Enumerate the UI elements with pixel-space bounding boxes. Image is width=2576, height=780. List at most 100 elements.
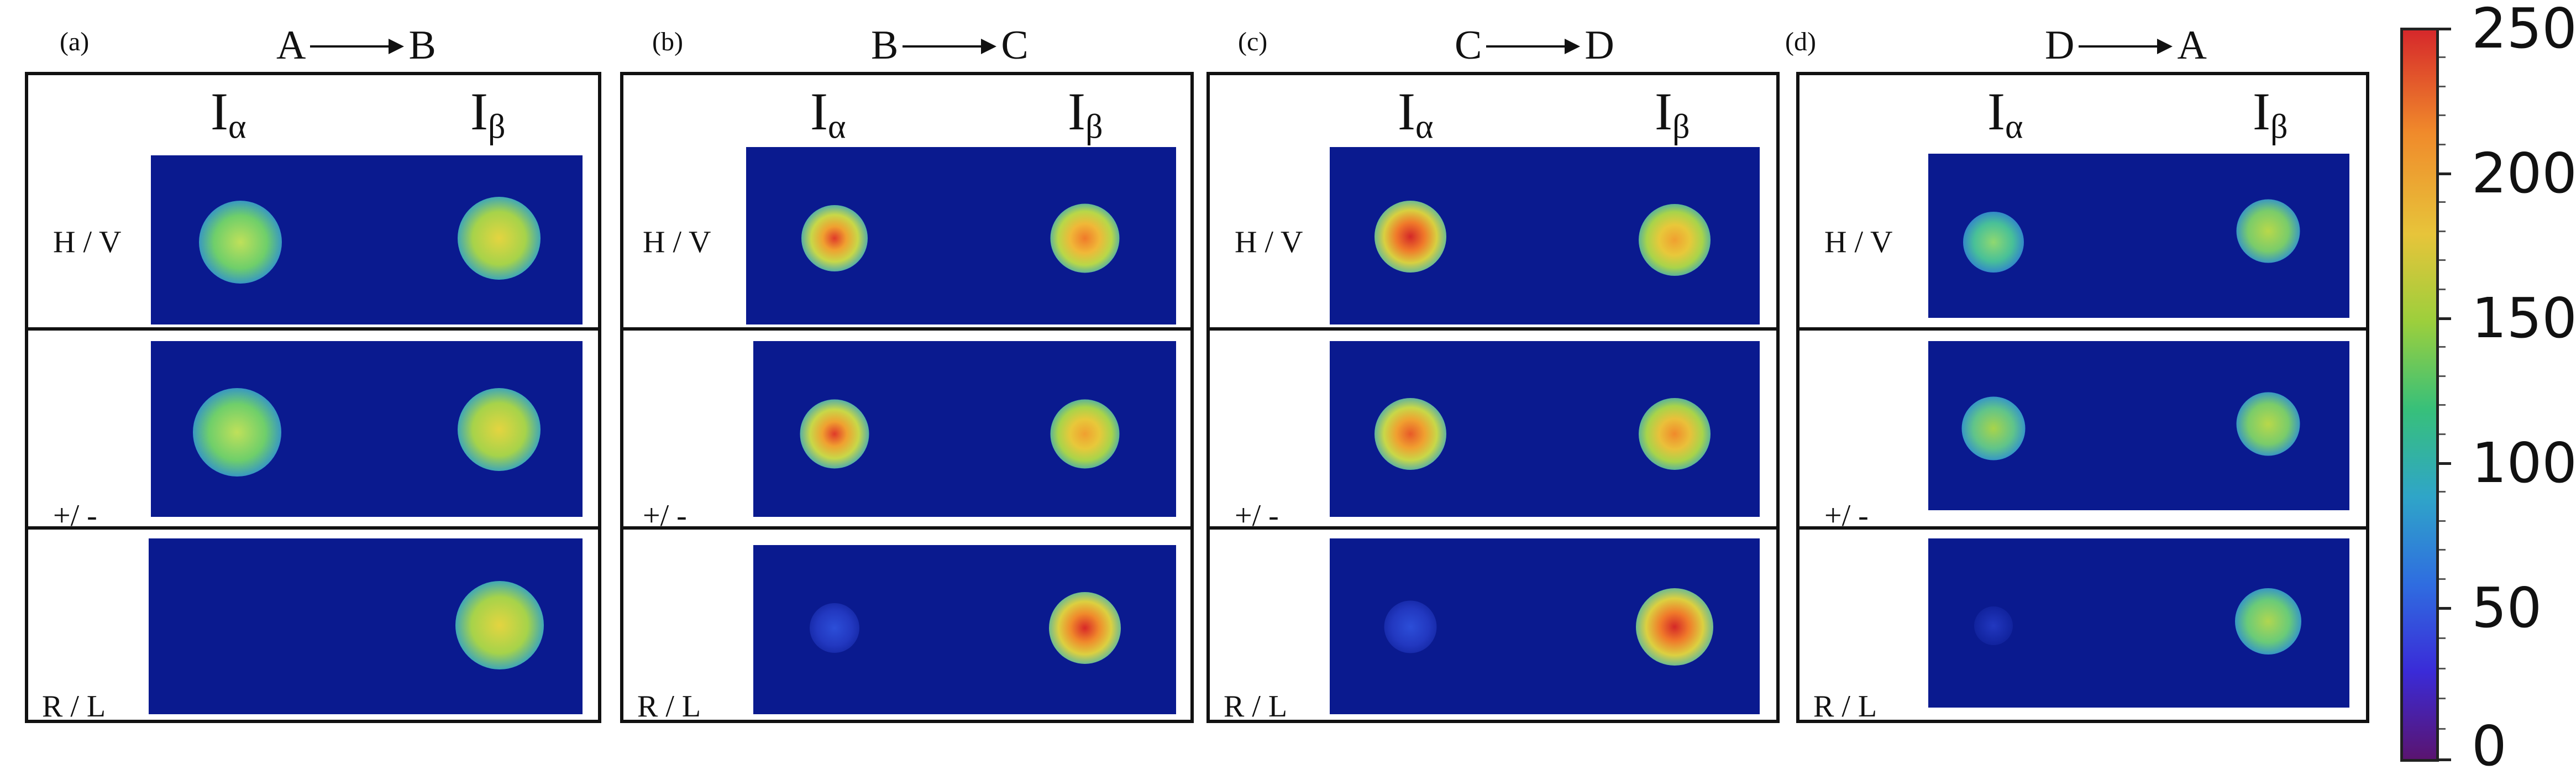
intensity-image (151, 341, 583, 517)
colorbar-minor-tick (2439, 346, 2446, 348)
beam-spot (1374, 398, 1446, 470)
beam-spot (2235, 588, 2301, 655)
colorbar-tick (2439, 317, 2451, 320)
arrow-right-icon (2079, 35, 2173, 57)
colorbar-minor-tick (2439, 698, 2446, 699)
colorbar-tick-label: 100 (2472, 431, 2576, 495)
panel-letter: (b) (652, 27, 683, 56)
colorbar-minor-tick (2439, 404, 2446, 406)
colorbar-minor-tick (2439, 56, 2446, 58)
intensity-image (1330, 341, 1760, 517)
row-label-rl: R / L (637, 689, 701, 724)
row-label-hv: H / V (1235, 225, 1303, 259)
intensity-image (746, 147, 1176, 324)
colorbar-minor-tick (2439, 549, 2446, 551)
beam-spot (1963, 212, 2024, 273)
transition-to: B (408, 23, 436, 68)
transition-label: C D (1455, 22, 1614, 69)
colorbar-minor-tick (2439, 637, 2446, 639)
beam-spot (1974, 606, 2013, 645)
column-header-beta: Iβ (1655, 82, 1690, 146)
colorbar-minor-tick (2439, 728, 2446, 730)
panel-letter: (c) (1238, 27, 1268, 56)
column-header-alpha: Iα (1987, 82, 2023, 146)
row-divider (623, 327, 1190, 331)
column-header-alpha: Iα (1398, 82, 1434, 146)
beam-spot (1961, 396, 2026, 460)
row-label-pm: +/ - (1824, 499, 1869, 533)
beam-spot (801, 205, 868, 271)
column-header-beta: Iβ (470, 82, 506, 146)
intensity-image (1928, 154, 2349, 318)
intensity-image (149, 538, 583, 714)
row-divider (1210, 526, 1776, 530)
panel-b: Iα Iβ H / V +/ - R / L (620, 72, 1194, 724)
beam-spot (1639, 204, 1711, 276)
panel-letter: (d) (1785, 27, 1816, 56)
arrow-right-icon (1486, 35, 1581, 57)
intensity-image (151, 155, 583, 324)
beam-spot (1636, 588, 1713, 666)
colorbar-tick (2439, 607, 2451, 610)
colorbar-minor-tick (2439, 86, 2446, 87)
intensity-image (1928, 341, 2349, 510)
colorbar (2400, 28, 2439, 762)
beam-spot (1639, 398, 1711, 470)
transition-from: D (2045, 23, 2075, 68)
beam-spot (1049, 592, 1121, 664)
colorbar-minor-tick (2439, 259, 2446, 261)
colorbar-minor-tick (2439, 578, 2446, 580)
beam-spot (810, 603, 859, 653)
beam-spot (1374, 201, 1446, 273)
row-label-pm: +/ - (53, 499, 97, 533)
row-label-hv: H / V (643, 225, 711, 259)
arrow-right-icon (310, 35, 405, 57)
beam-spot (2236, 392, 2300, 456)
colorbar-tick (2439, 462, 2451, 465)
row-divider (1210, 327, 1776, 331)
row-label-rl: R / L (42, 689, 106, 724)
colorbar-minor-tick (2439, 114, 2446, 116)
row-divider (1799, 526, 2366, 530)
intensity-image (1330, 147, 1760, 324)
transition-label: A B (276, 22, 436, 69)
colorbar-minor-tick (2439, 520, 2446, 522)
colorbar-minor-tick (2439, 289, 2446, 290)
column-header-beta: Iβ (2253, 82, 2288, 146)
colorbar-minor-tick (2439, 668, 2446, 669)
transition-label: B C (871, 22, 1029, 69)
colorbar-tick (2439, 172, 2451, 175)
beam-spot (2236, 199, 2300, 263)
column-header-beta: Iβ (1068, 82, 1103, 146)
colorbar-tick-label: 50 (2472, 575, 2542, 640)
panel-letter: (a) (60, 27, 90, 56)
colorbar-minor-tick (2439, 433, 2446, 435)
colorbar-minor-tick (2439, 491, 2446, 493)
panel-a: Iα Iβ H / V +/ - R / L (25, 72, 601, 724)
beam-spot (800, 399, 869, 469)
intensity-image (1928, 538, 2349, 708)
intensity-image (753, 341, 1176, 517)
beam-spot (458, 388, 541, 471)
transition-to: C (1001, 23, 1029, 68)
row-label-pm: +/ - (1235, 499, 1279, 533)
beam-spot (193, 388, 281, 477)
colorbar-minor-tick (2439, 201, 2446, 203)
transition-to: A (2177, 23, 2207, 68)
row-label-rl: R / L (1813, 689, 1877, 724)
row-label-hv: H / V (1824, 225, 1893, 259)
transition-label: D A (2045, 22, 2207, 69)
row-label-rl: R / L (1224, 689, 1288, 724)
colorbar-tick-label: 200 (2472, 141, 2576, 206)
colorbar-minor-tick (2439, 144, 2446, 145)
beam-spot (1050, 203, 1120, 273)
colorbar-tick-label: 250 (2472, 0, 2576, 61)
colorbar-tick (2439, 758, 2451, 761)
transition-from: B (871, 23, 899, 68)
row-divider (28, 526, 598, 530)
column-header-alpha: Iα (211, 82, 246, 146)
row-divider (28, 327, 598, 331)
colorbar-minor-tick (2439, 231, 2446, 232)
row-label-pm: +/ - (643, 499, 687, 533)
intensity-image (753, 545, 1176, 714)
